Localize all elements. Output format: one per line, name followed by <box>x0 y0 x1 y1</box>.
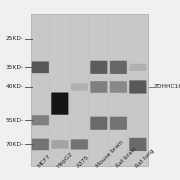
Bar <box>31 14 148 166</box>
Text: A375: A375 <box>76 155 90 169</box>
FancyBboxPatch shape <box>90 117 107 130</box>
FancyBboxPatch shape <box>129 138 146 151</box>
Text: Mouse brain: Mouse brain <box>95 140 125 169</box>
FancyBboxPatch shape <box>110 61 127 74</box>
FancyBboxPatch shape <box>110 117 127 130</box>
FancyBboxPatch shape <box>32 139 49 150</box>
Text: HepG2: HepG2 <box>56 151 74 169</box>
Text: MCF7: MCF7 <box>37 154 52 169</box>
Text: 70KD-: 70KD- <box>5 142 23 147</box>
FancyBboxPatch shape <box>51 140 68 149</box>
FancyBboxPatch shape <box>32 62 49 73</box>
Text: ZDHHC16: ZDHHC16 <box>154 84 180 89</box>
FancyBboxPatch shape <box>51 93 68 115</box>
Text: Rat brain: Rat brain <box>115 147 137 169</box>
Text: 40KD-: 40KD- <box>5 84 23 89</box>
FancyBboxPatch shape <box>129 64 146 71</box>
Text: 25KD-: 25KD- <box>5 36 23 41</box>
Text: 55KD-: 55KD- <box>5 118 23 123</box>
FancyBboxPatch shape <box>90 61 107 74</box>
FancyBboxPatch shape <box>129 80 146 94</box>
FancyBboxPatch shape <box>71 139 88 150</box>
Text: Rat lung: Rat lung <box>134 148 155 169</box>
FancyBboxPatch shape <box>90 81 107 93</box>
FancyBboxPatch shape <box>32 115 49 125</box>
FancyBboxPatch shape <box>71 83 88 91</box>
FancyBboxPatch shape <box>110 81 127 93</box>
Text: 35KD-: 35KD- <box>5 65 23 70</box>
